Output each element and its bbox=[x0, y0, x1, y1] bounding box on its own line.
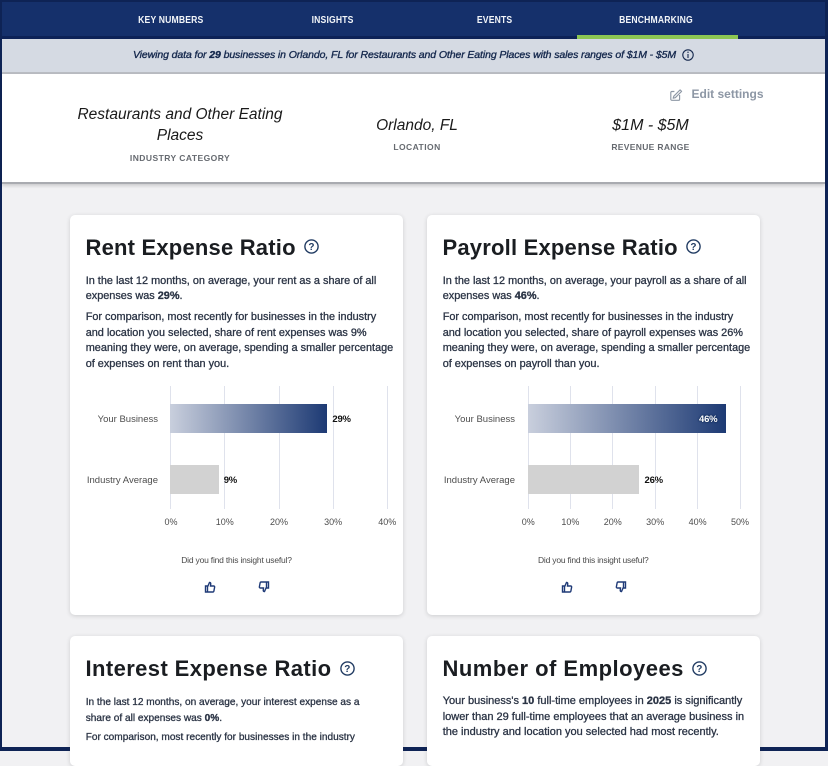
svg-text:?: ? bbox=[308, 242, 314, 253]
svg-text:?: ? bbox=[696, 664, 703, 675]
svg-text:?: ? bbox=[344, 664, 351, 675]
svg-text:?: ? bbox=[690, 242, 696, 253]
